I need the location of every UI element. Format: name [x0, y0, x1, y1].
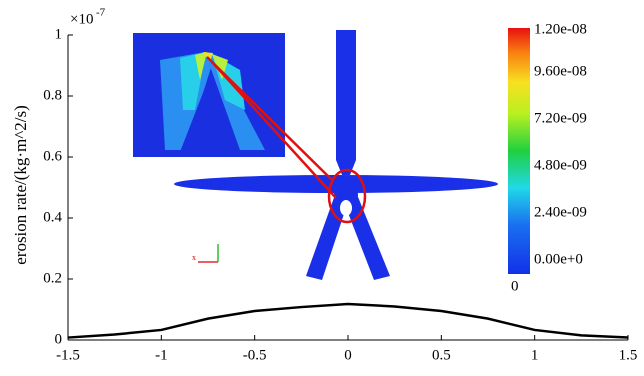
colorbar-label: 2.40e-09	[534, 204, 587, 220]
line	[68, 304, 628, 338]
chart: erosion rate/(kg·m^2/s) ×10 -7 x	[0, 0, 644, 376]
colorbar-label: 1.20e-08	[534, 21, 587, 37]
x-tick-label: -1	[155, 347, 168, 363]
colorbar-label: 0	[511, 278, 519, 294]
y-multiplier-exp: -7	[96, 7, 106, 19]
x-tick-label: 0	[344, 347, 352, 363]
y-tick-label: 0.6	[43, 148, 62, 164]
svg-text:x: x	[192, 253, 196, 262]
x-tick-label: 1.5	[619, 347, 638, 363]
x-tick-label: -0.5	[243, 347, 267, 363]
y-multiplier: ×10	[70, 11, 93, 27]
y-tick-label: 0.2	[43, 270, 62, 286]
y-axis-label: erosion rate/(kg·m^2/s)	[11, 105, 30, 265]
y-tick-label: 0.8	[43, 87, 62, 103]
colorbar-label: 0.00e+0	[534, 251, 583, 267]
y-tick-label: 0.4	[43, 209, 62, 225]
x-tick-label: 1	[531, 347, 539, 363]
colorbar-label: 9.60e-08	[534, 63, 587, 79]
y-tick-label: 1	[55, 26, 63, 42]
colorbar-label: 7.20e-09	[534, 110, 587, 126]
x-tick-label: 0.5	[432, 347, 451, 363]
x-tick-label: -1.5	[56, 347, 80, 363]
y-tick-label: 0	[55, 331, 63, 347]
colorbar-label: 4.80e-09	[534, 157, 587, 173]
contour-image: x	[133, 25, 530, 287]
